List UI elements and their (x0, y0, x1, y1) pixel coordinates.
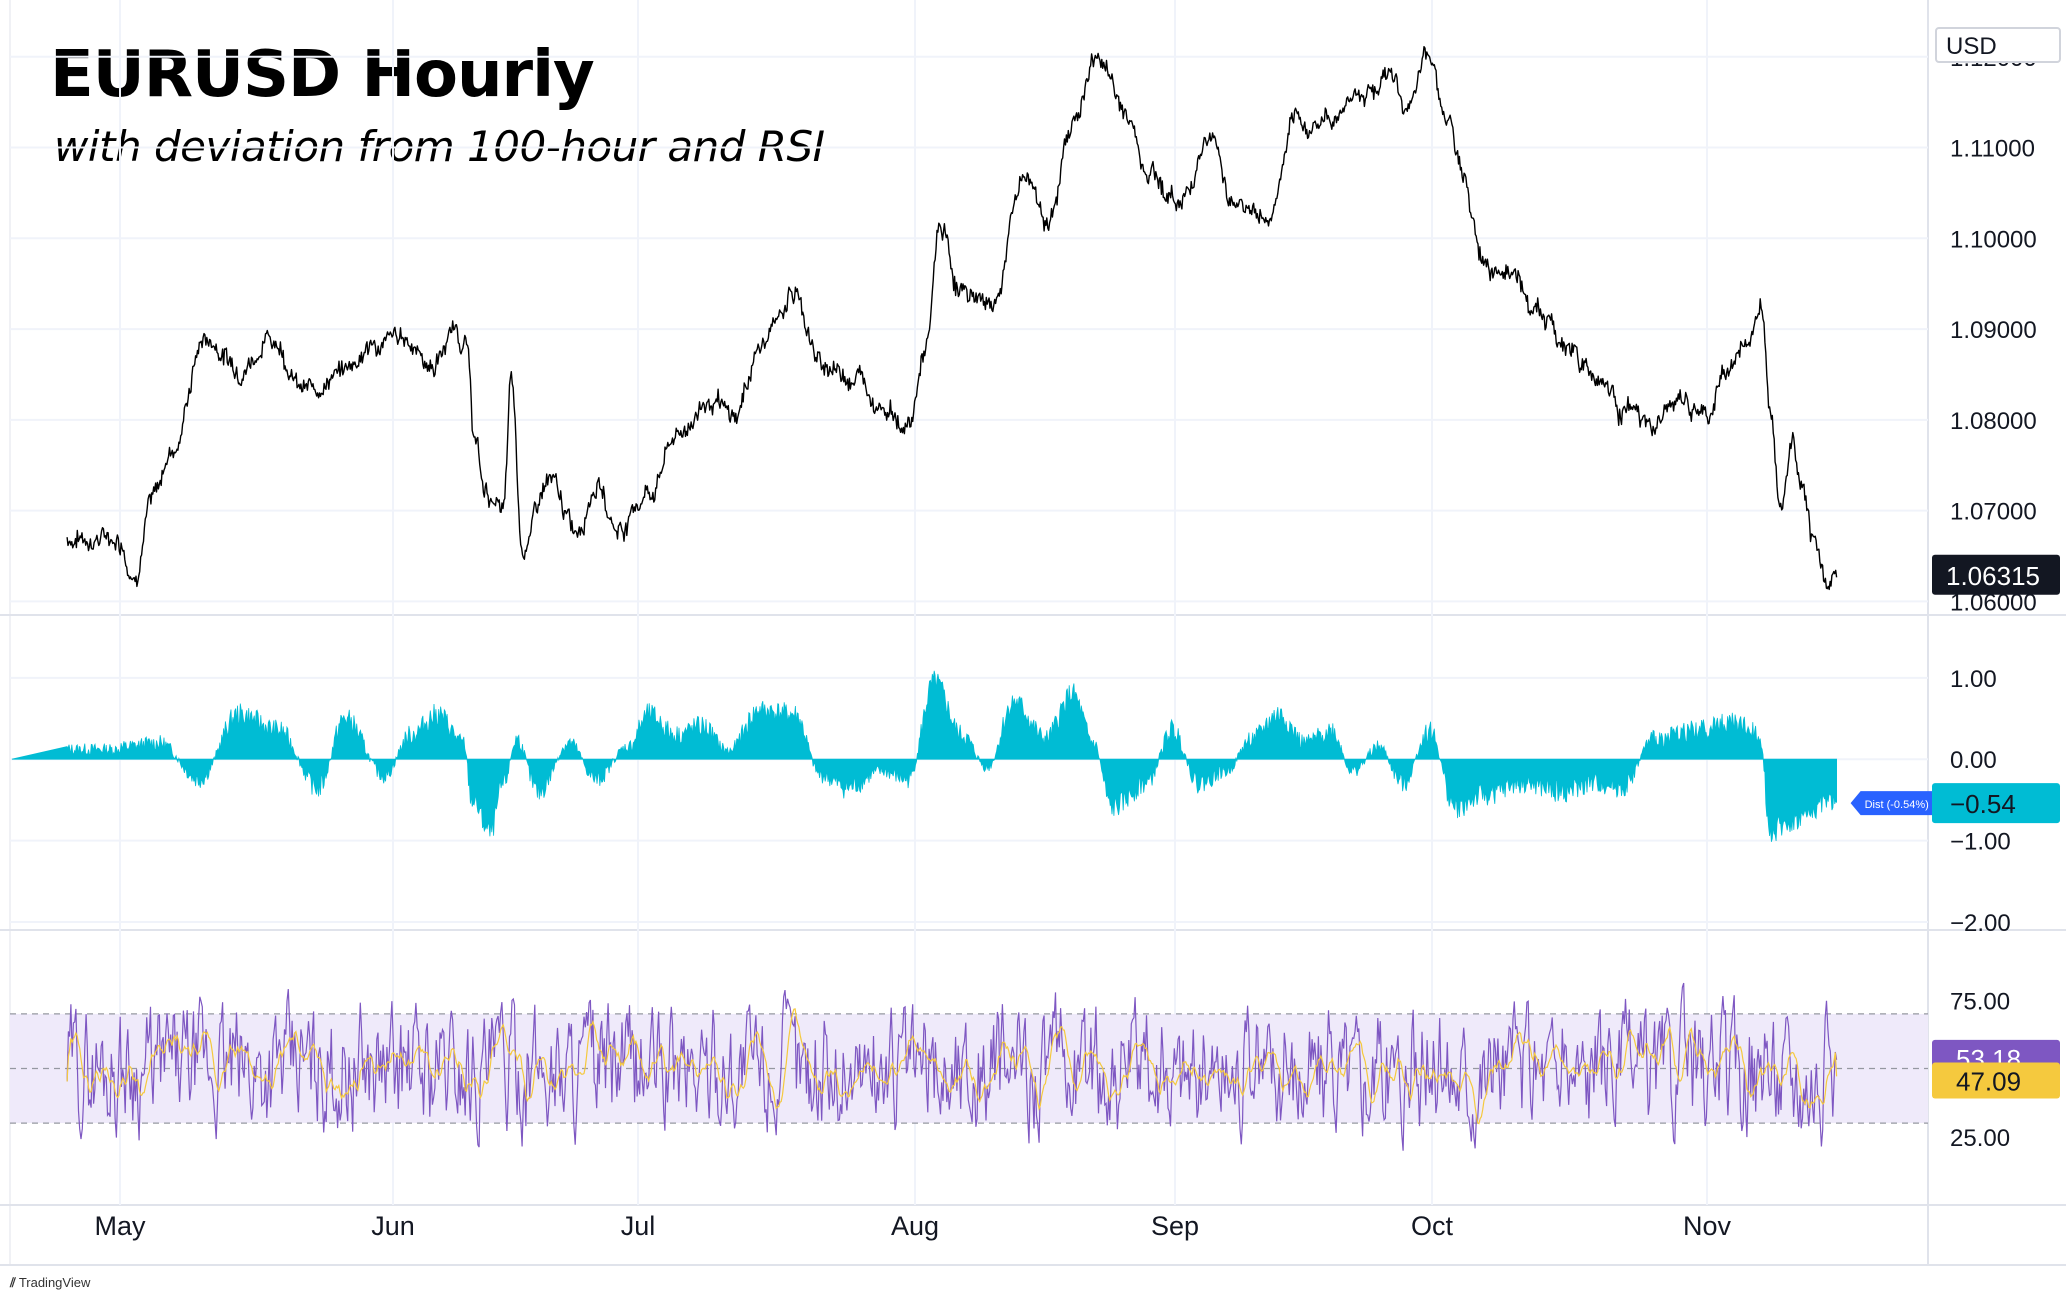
x-axis-tick: Oct (1411, 1211, 1454, 1241)
dist-axis-tick: −1.00 (1950, 829, 2011, 856)
price-axis-tick: 1.09000 (1950, 317, 2037, 344)
last-price-value: 1.06315 (1946, 561, 2040, 591)
rsi-ma-line[interactable] (66, 1008, 1838, 1125)
currency-box[interactable] (1935, 27, 2061, 63)
dist-axis-tick: −2.00 (1950, 910, 2011, 937)
x-axis-tick: Aug (891, 1211, 939, 1241)
chart-subtitle: with deviation from 100-hour and RSI (54, 122, 825, 171)
dist-axis-tick: 0.00 (1950, 747, 1997, 774)
rsi-axis-tick: 25.00 (1950, 1125, 2010, 1152)
x-axis-tick: May (94, 1211, 146, 1241)
price-axis-tick: 1.07000 (1950, 499, 2037, 526)
last-price-badge[interactable] (1932, 554, 2060, 595)
tradingview-logo-icon: ⫽ (10, 1275, 16, 1290)
price-series-line[interactable] (66, 46, 1838, 591)
currency-label: USD (1946, 33, 1997, 60)
x-axis-tick: Nov (1683, 1211, 1732, 1241)
x-axis-tick: Sep (1151, 1211, 1199, 1241)
price-axis-tick: 1.11000 (1950, 136, 2035, 163)
price-axis-tick: 1.08000 (1950, 408, 2037, 435)
rsi-ma-last-value: 47.09 (1956, 1066, 2021, 1096)
dist-axis-tick: 1.00 (1950, 666, 1997, 693)
x-axis-tick: Jun (371, 1211, 415, 1241)
dist-last-badge[interactable] (1932, 783, 2060, 824)
chart-title: EURUSD Hourly (50, 38, 595, 112)
dist-tag-label: Dist (-0.54%) (1865, 799, 1929, 811)
dist-area[interactable] (11, 670, 1837, 842)
rsi-line[interactable] (66, 982, 1838, 1151)
tradingview-logo[interactable]: ⫽ TradingView (10, 1275, 90, 1291)
dist-last-value: −0.54 (1950, 789, 2016, 819)
rsi-axis-tick: 75.00 (1950, 988, 2010, 1015)
dist-tag[interactable] (1850, 791, 1933, 816)
price-axis-tick: 1.10000 (1950, 226, 2037, 253)
tradingview-watermark: TradingView (18, 1275, 91, 1290)
rsi-ma-last-badge[interactable] (1932, 1062, 2060, 1099)
x-axis-tick: Jul (621, 1211, 656, 1241)
